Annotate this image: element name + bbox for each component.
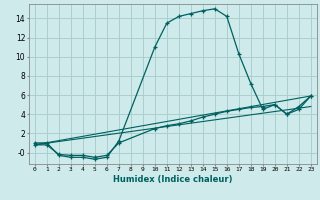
X-axis label: Humidex (Indice chaleur): Humidex (Indice chaleur) xyxy=(113,175,233,184)
